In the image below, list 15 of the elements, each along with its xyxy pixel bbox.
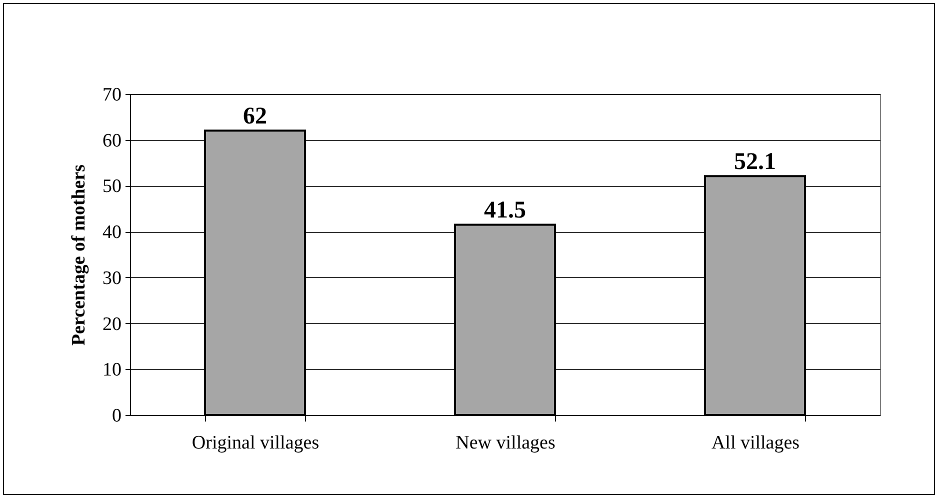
y-tick-label: 40 (102, 222, 122, 244)
x-tick-label: Original villages (192, 432, 320, 454)
y-tick-label: 70 (102, 84, 122, 106)
data-label: 52.1 (734, 149, 776, 176)
y-tick-label: 30 (102, 268, 122, 289)
data-label: 62 (243, 104, 267, 130)
data-label: 41.5 (484, 198, 526, 224)
x-tick-label: All villages (711, 432, 800, 454)
y-axis-title: Percentage of mothers (68, 164, 90, 346)
y-tick-label: 10 (102, 360, 122, 381)
y-tick-label: 0 (112, 406, 122, 426)
y-tick-label: 50 (102, 176, 122, 198)
x-tick-label: New villages (456, 432, 556, 454)
y-tick-label: 60 (102, 130, 122, 152)
y-tick-label: 20 (102, 314, 122, 335)
